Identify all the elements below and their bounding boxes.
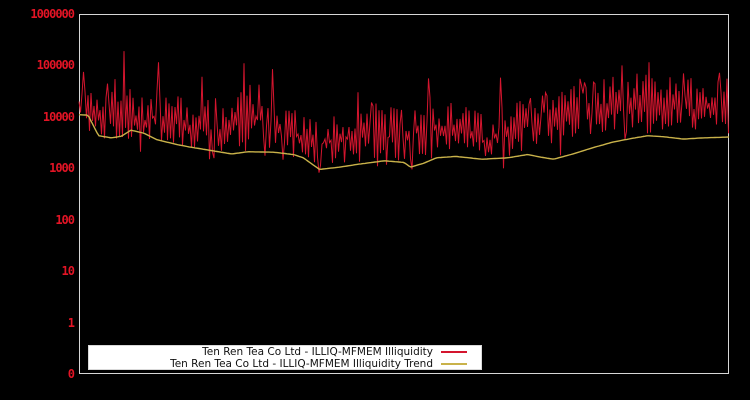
legend-label-trend: Ten Ren Tea Co Ltd - ILLIQ-MFMEM Illiqui… bbox=[170, 357, 433, 370]
y-tick-label: 100000 bbox=[36, 58, 75, 73]
y-tick-label: 10000 bbox=[42, 109, 75, 124]
legend-row: Ten Ren Tea Co Ltd - ILLIQ-MFMEM Illiqui… bbox=[89, 346, 481, 358]
plot-border bbox=[79, 14, 729, 374]
illiquidity-trend-line bbox=[78, 114, 730, 171]
legend-line-sample-illiquidity bbox=[441, 350, 467, 353]
legend-line-sample-trend bbox=[441, 362, 467, 365]
legend: Ten Ren Tea Co Ltd - ILLIQ-MFMEM Illiqui… bbox=[88, 345, 482, 370]
legend-label-illiquidity: Ten Ren Tea Co Ltd - ILLIQ-MFMEM Illiqui… bbox=[202, 345, 433, 358]
legend-row: Ten Ren Tea Co Ltd - ILLIQ-MFMEM Illiqui… bbox=[89, 358, 481, 370]
y-tick-label: 1000000 bbox=[30, 7, 75, 21]
illiquidity-line bbox=[78, 51, 729, 173]
y-tick-label: 100 bbox=[55, 212, 75, 227]
y-tick-label: 1000 bbox=[49, 161, 75, 176]
y-tick-label: 10 bbox=[61, 264, 75, 279]
y-tick-label: 0 bbox=[67, 367, 75, 381]
y-tick-label: 1 bbox=[67, 315, 75, 330]
